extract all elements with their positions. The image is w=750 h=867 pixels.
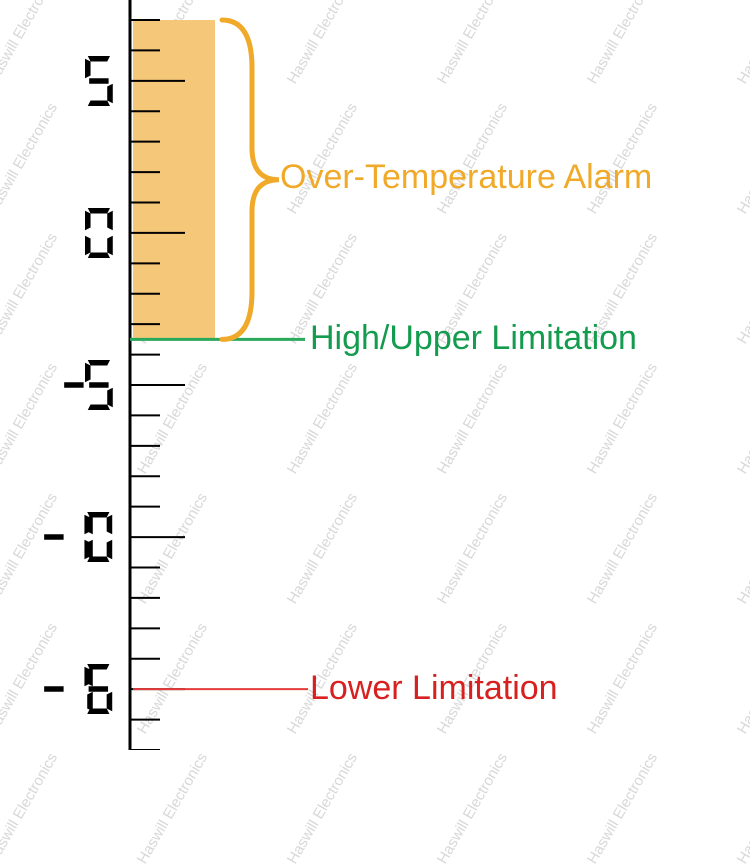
watermark-text: Haswill Electronics — [584, 750, 661, 867]
over-temperature-label: Over-Temperature Alarm — [280, 158, 652, 197]
watermark-text: Haswill Electronics — [0, 750, 61, 867]
scale-label — [85, 208, 118, 258]
scale-label — [40, 664, 118, 714]
scale-label — [60, 360, 118, 410]
lower-limit-label: Lower Limitation — [310, 669, 558, 708]
watermark-text: Haswill Electronics — [434, 750, 511, 867]
watermark-text: Haswill Electronics — [134, 750, 211, 867]
high-limit-label: High/Upper Limitation — [310, 319, 637, 358]
watermark-text: Haswill Electronics — [734, 750, 750, 867]
scale-label — [85, 56, 118, 106]
scale-label — [40, 512, 118, 562]
watermark-text: Haswill Electronics — [284, 750, 361, 867]
brace — [222, 20, 279, 339]
diagram-root: Over-Temperature Alarm High/Upper Limitat… — [0, 0, 750, 750]
